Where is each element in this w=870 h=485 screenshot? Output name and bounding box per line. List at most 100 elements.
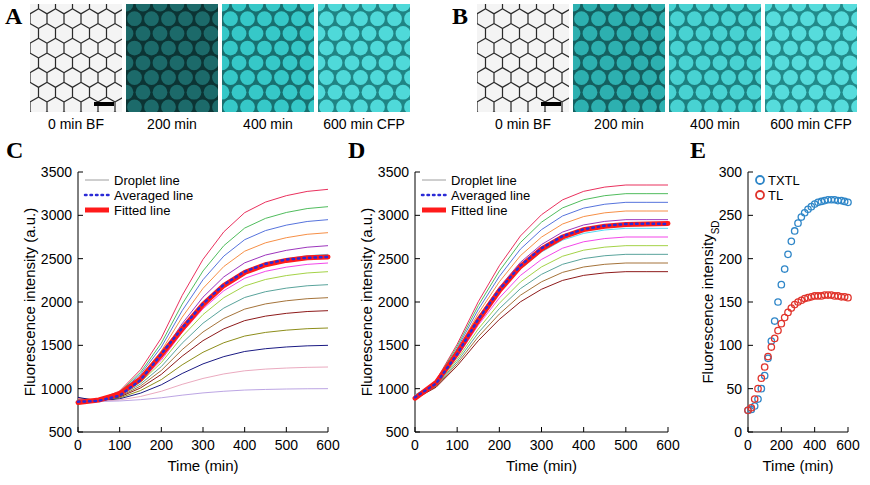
droplet [642,70,657,85]
micrograph-ground [126,4,218,112]
droplet [600,85,615,100]
droplet [187,55,202,70]
droplet [826,4,841,11]
y-tick [415,432,420,433]
droplet [713,26,728,41]
droplet [249,4,264,11]
plot-marks [415,185,668,400]
micrograph [30,4,122,112]
droplet-outline [512,68,528,86]
micrograph [765,4,857,112]
droplet-line [415,272,668,399]
droplet-outline [31,68,47,86]
scatter-point [795,220,801,226]
droplet [766,70,781,85]
droplet [161,41,176,56]
droplet [362,4,377,11]
droplet [817,70,832,85]
droplet [704,41,719,56]
droplet [591,41,606,56]
droplet [730,4,745,11]
legend-label: Averaged line [114,188,193,203]
droplet [222,85,229,100]
droplet [319,41,334,56]
droplet [328,85,343,100]
droplet [625,70,640,85]
droplet [625,11,640,26]
droplet-line [78,263,328,400]
droplet-outline [107,54,122,72]
droplet [328,4,343,11]
droplet [153,26,168,41]
scatter-point [755,385,761,391]
droplet-outline [65,39,81,57]
x-tick [203,427,204,432]
droplet [851,70,857,85]
droplet-outline [30,54,38,72]
droplet [747,26,761,41]
x-tick [541,427,542,432]
droplet-outline [554,83,569,101]
droplet [792,55,807,70]
droplet [127,41,142,56]
scatter-point [758,375,764,381]
droplet-outline [116,39,122,57]
scatter-point [845,294,851,300]
scatter-point [785,251,791,257]
droplet-outline [529,39,545,57]
droplet [136,26,151,41]
droplet [257,100,272,113]
droplet-line [78,272,328,405]
y-tick-label: 3500 [378,164,409,180]
droplet [817,41,832,56]
image-label: 400 min [243,116,293,132]
droplet [775,55,790,70]
droplet [783,41,798,56]
droplet [765,26,772,41]
droplet-outline [546,68,562,86]
droplet-outline [512,10,528,28]
droplet [291,70,306,85]
droplet [679,85,694,100]
droplet-line [78,328,328,401]
x-tick-label: 600 [656,437,680,453]
droplet [775,26,790,41]
droplet [161,70,176,85]
droplet [679,26,694,41]
x-axis-title: Time (min) [167,457,238,474]
droplet [583,55,598,70]
droplet [617,55,632,70]
micrograph-ground [669,4,761,112]
scale-bar [541,102,561,106]
legend-label: Droplet line [451,173,517,188]
x-tick [583,427,584,432]
y-tick-label: 1000 [378,381,409,397]
y-tick-label: 1500 [378,337,409,353]
x-tick-label: 300 [191,437,215,453]
scatter-point [761,364,767,370]
legend-label: Fitted line [451,203,507,218]
droplet [659,100,665,113]
droplet [126,85,133,100]
x-tick [814,427,815,432]
droplet [573,55,580,70]
droplet [266,85,281,100]
y-tick-label: 3500 [41,164,72,180]
droplet [775,4,790,11]
droplet [670,70,685,85]
droplet-outline [486,83,502,101]
droplet [319,100,334,113]
droplet [126,26,133,41]
droplet-outline [107,24,122,42]
droplet [617,4,632,11]
micrograph-ground [573,4,665,112]
droplet [204,55,218,70]
y-tick-label: 500 [386,424,410,440]
droplet [222,4,229,11]
y-tick [78,215,83,216]
y-tick [78,302,83,303]
droplet [396,4,410,11]
droplet [300,26,314,41]
droplet [625,41,640,56]
droplet [212,41,218,56]
